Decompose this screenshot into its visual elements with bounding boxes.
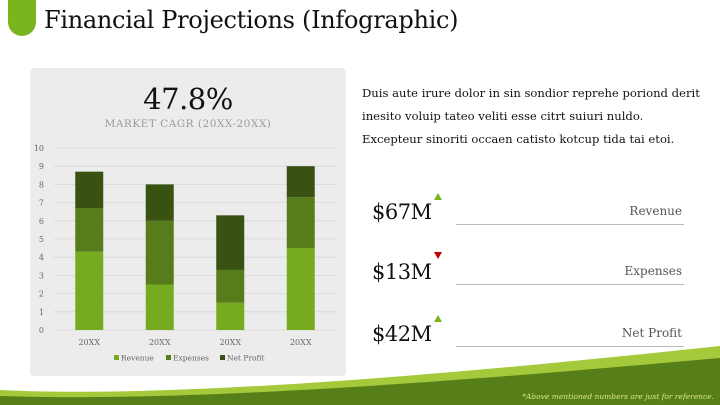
bar-segment-expenses [145, 220, 174, 285]
legend-label: Net Profit [227, 354, 265, 363]
kpi-label: Expenses [624, 264, 682, 278]
trend-down-icon [434, 252, 442, 259]
chart-card: 0 1 2 3 4 5 6 7 8 9 10 20XX 20XX 20XX 20XX Revenue Expen… [30, 68, 346, 376]
kpi-value: $67M [372, 200, 432, 224]
kpi-value: $13M [372, 260, 432, 284]
bar-segment-revenue [286, 248, 315, 330]
y-tick-label: 8 [39, 180, 44, 189]
footnote: *Above mentioned numbers are just for re… [522, 392, 714, 401]
y-tick-label: 1 [39, 308, 44, 317]
kpi-value: $42M [372, 322, 432, 346]
kpi-divider [456, 284, 684, 285]
y-tick-label: 5 [39, 235, 44, 244]
bar-segment-expenses [286, 197, 315, 249]
bar-segment-net-profit [286, 166, 315, 198]
y-tick-label: 10 [34, 144, 44, 153]
y-tick-label: 2 [39, 290, 44, 299]
kpi-label: Revenue [629, 204, 682, 218]
bar-segment-expenses [216, 269, 245, 303]
cagr-value: 47.8% [143, 82, 233, 116]
trend-up-icon [434, 315, 442, 322]
y-tick-label: 4 [39, 253, 44, 262]
y-tick-label: 3 [39, 271, 44, 280]
legend-swatch [114, 355, 119, 360]
y-tick-label: 6 [39, 217, 44, 226]
x-tick-label: 20XX [78, 338, 100, 347]
legend-swatch [220, 355, 225, 360]
bar-segment-net-profit [145, 184, 174, 221]
y-tick-label: 9 [39, 162, 44, 171]
bar-segment-net-profit [216, 215, 245, 270]
kpi-divider [456, 346, 684, 347]
y-tick-label: 7 [39, 199, 44, 208]
description-text: Duis aute irure dolor in sin sondior rep… [362, 86, 700, 146]
legend-label: Expenses [173, 354, 209, 363]
bar-segment-expenses [75, 208, 104, 252]
x-tick-label: 20XX [290, 338, 312, 347]
bar-segment-revenue [145, 284, 174, 330]
kpi-divider [456, 224, 684, 225]
x-tick-label: 20XX [149, 338, 171, 347]
legend-swatch [166, 355, 171, 360]
slide-title: Financial Projections (Infographic) [44, 6, 459, 34]
kpi-expenses: $13M Expenses [372, 252, 684, 292]
title-accent-tab [8, 0, 36, 36]
kpi-revenue: $67M Revenue [372, 192, 684, 232]
bar-segment-net-profit [75, 171, 104, 209]
y-tick-label: 0 [39, 326, 44, 335]
kpi-net-profit: $42M Net Profit [372, 314, 684, 354]
trend-up-icon [434, 193, 442, 200]
x-tick-label: 20XX [219, 338, 241, 347]
legend-label: Revenue [121, 354, 154, 363]
stacked-bar-chart: 0 1 2 3 4 5 6 7 8 9 10 20XX 20XX 20XX 20XX Revenue Expen… [34, 144, 336, 363]
bar-segment-revenue [216, 302, 245, 330]
bar-segment-revenue [75, 251, 104, 330]
bottom-wave-decoration [0, 346, 720, 405]
kpi-label: Net Profit [621, 326, 682, 340]
cagr-label: MARKET CAGR (20XX-20XX) [104, 118, 272, 130]
